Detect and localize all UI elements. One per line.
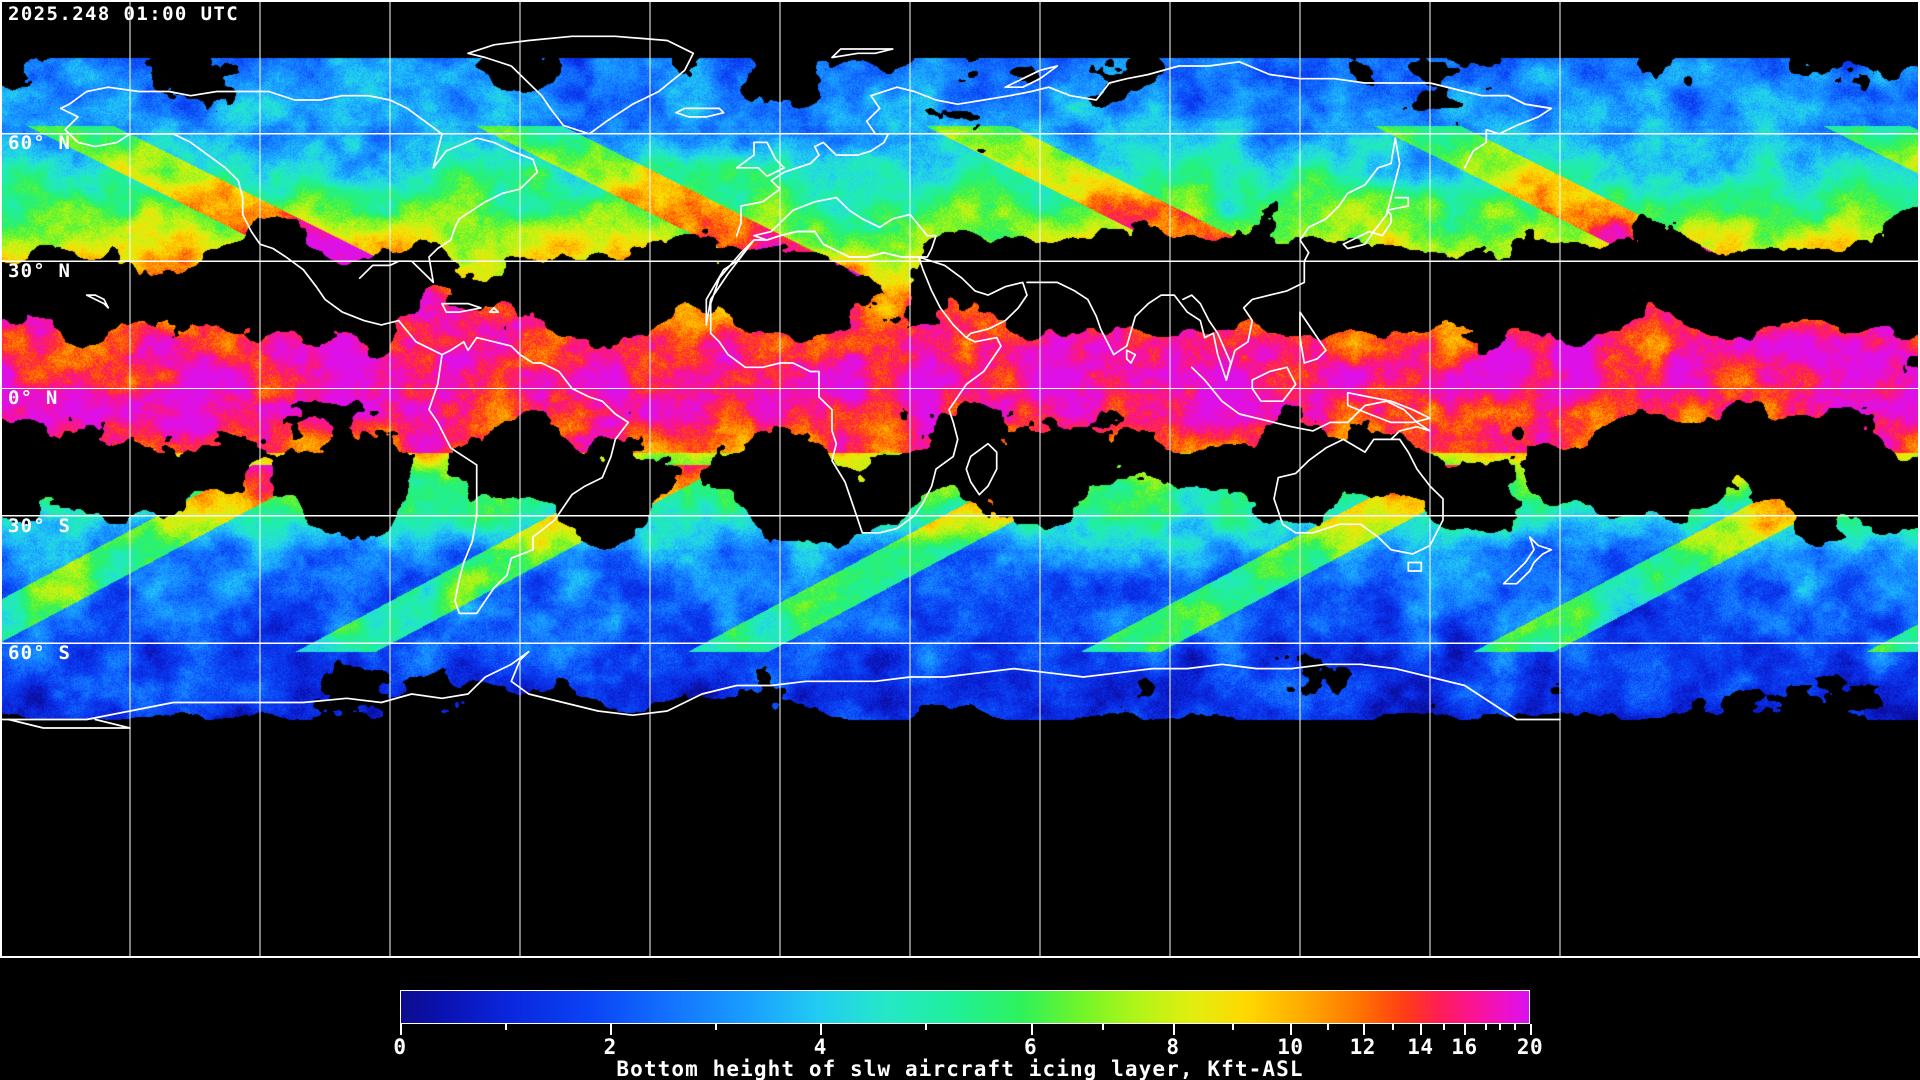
colorbar-tick-label-12: 12	[1349, 1035, 1376, 1059]
colorbar-caption: Bottom height of slw aircraft icing laye…	[616, 1057, 1304, 1080]
colorbar-tick-marks	[400, 1024, 1532, 1038]
colorbar-tick-8	[1172, 1024, 1175, 1035]
colorbar-tick-label-8: 8	[1166, 1035, 1180, 1059]
colorbar-tick-label-16: 16	[1451, 1035, 1478, 1059]
lat-label-0n: 0° N	[8, 387, 59, 409]
colorbar-minor-tick-17	[1484, 1024, 1487, 1030]
colorbar-tick-label-14: 14	[1407, 1035, 1434, 1059]
icing-data-raster	[0, 0, 1920, 958]
colorbar-tick-0	[400, 1024, 402, 1035]
timestamp-label: 2025.248 01:00 UTC	[8, 3, 240, 25]
colorbar-tick-2	[610, 1024, 613, 1035]
colorbar-container[interactable]	[400, 990, 1530, 1024]
colorbar-minor-tick-11	[1326, 1024, 1329, 1030]
colorbar-tick-label-2: 2	[603, 1035, 617, 1059]
colorbar-tick-label-10: 10	[1277, 1035, 1304, 1059]
global-map-panel[interactable]: 2025.248 01:00 UTC 60° N 30° N 0° N 30° …	[0, 0, 1920, 958]
colorbar-tick-label-0: 0	[393, 1035, 407, 1059]
colorbar-minor-tick-15	[1442, 1024, 1445, 1030]
colorbar-tick-20	[1530, 1024, 1532, 1035]
colorbar-tick-6	[1030, 1024, 1033, 1035]
lat-label-30n: 30° N	[8, 260, 72, 282]
colorbar-tick-4	[820, 1024, 823, 1035]
lat-label-60n: 60° N	[8, 132, 72, 154]
colorbar-tick-label-6: 6	[1023, 1035, 1038, 1059]
colorbar-tick-16	[1464, 1024, 1467, 1035]
colorbar-tick-12	[1362, 1024, 1365, 1035]
colorbar-minor-tick-7	[1101, 1024, 1104, 1030]
colorbar-minor-tick-3	[715, 1024, 718, 1030]
colorbar-minor-tick-1	[505, 1024, 508, 1030]
colorbar-tick-14	[1420, 1024, 1423, 1035]
colorbar-gradient	[400, 990, 1530, 1024]
colorbar-minor-tick-13	[1392, 1024, 1395, 1030]
lat-label-30s: 30° S	[8, 515, 72, 537]
colorbar-tick-label-4: 4	[813, 1035, 827, 1059]
colorbar-tick-labels: 0 2 4 6 8 10 12 14 16 20	[393, 1035, 1542, 1060]
colorbar-minor-tick-5	[925, 1024, 928, 1030]
colorbar-tick-10	[1290, 1024, 1293, 1035]
colorbar-legend: 0 2 4 6 8 10 12 14 16 20 Bottom height of slw air…	[0, 958, 1920, 1080]
colorbar-minor-tick-9	[1231, 1024, 1234, 1030]
colorbar-minor-tick-19	[1514, 1024, 1517, 1030]
colorbar-minor-tick-18	[1499, 1024, 1502, 1030]
colorbar-tick-label-20: 20	[1516, 1035, 1544, 1059]
lat-label-60s: 60° S	[8, 642, 72, 664]
